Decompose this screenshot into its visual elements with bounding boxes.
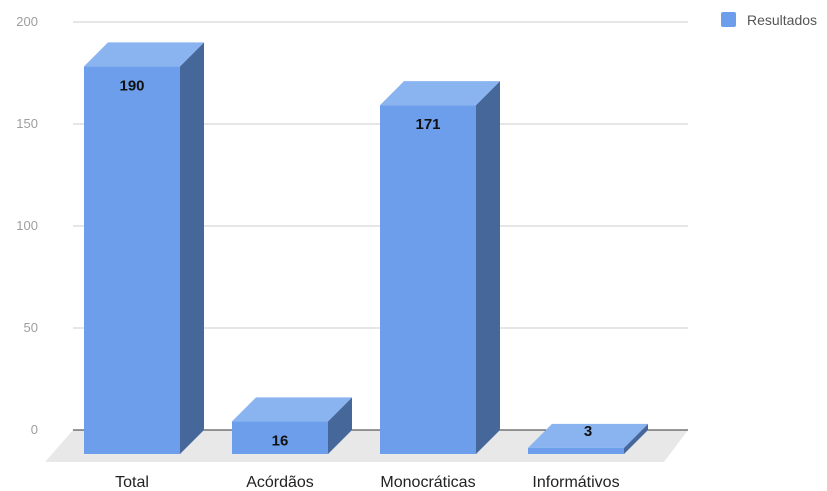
bars [84,42,648,455]
legend-swatch [721,12,736,27]
bar-front [84,66,180,455]
bar-top [84,42,204,67]
bar-top [380,81,500,106]
y-tick-label: 100 [16,218,38,233]
x-category-label: Acórdãos [246,474,314,491]
x-category-label: Informátivos [532,474,619,491]
bar-side [328,397,352,454]
bar-top [232,397,352,422]
data-labels: 190 16 171 3 [119,77,592,449]
bar[interactable] [232,397,352,454]
bar-top [528,423,648,448]
bar[interactable] [528,423,648,454]
y-tick-label: 200 [16,14,38,29]
y-axis-ticks: 0 50 100 150 200 [16,14,38,437]
data-label: 16 [272,432,289,449]
y-tick-label: 0 [31,422,38,437]
bar-front [528,447,624,454]
data-label: 171 [415,116,440,133]
legend[interactable]: Resultados [721,12,817,28]
category-labels: Total Acórdãos Monocráticas Informátivos [115,474,619,491]
bar-front [380,105,476,454]
bar-side [476,81,500,454]
bar-side [624,423,648,454]
data-label: 3 [584,423,592,440]
y-tick-label: 150 [16,116,38,131]
bar[interactable] [84,42,204,455]
x-category-label: Total [115,474,149,491]
data-label: 190 [119,77,144,94]
x-category-label: Monocráticas [380,474,475,491]
y-tick-label: 50 [24,320,38,335]
bar[interactable] [380,81,500,454]
bar-side [180,42,204,455]
floor-plane [45,430,688,462]
legend-label: Resultados [747,12,817,28]
bar-front [232,421,328,454]
chart-floor [45,430,688,462]
